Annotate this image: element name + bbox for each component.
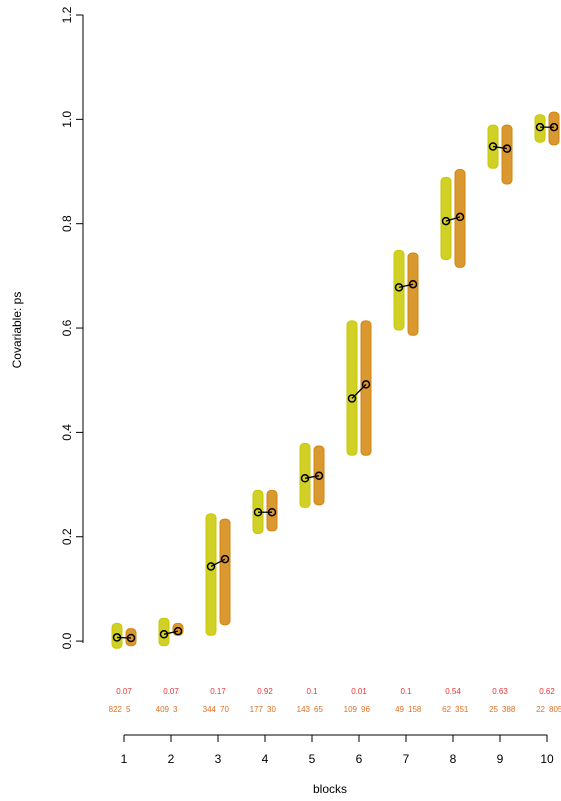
strip-range [440,176,452,261]
count: 351 [455,705,469,714]
count: 805 [549,705,561,714]
mean-connector [398,283,414,288]
count: 177 [250,705,264,714]
x-tick-label: 2 [168,752,175,766]
p-value: 0.92 [257,687,273,696]
mean-point [314,471,324,480]
strip-range [313,445,325,506]
x-tick-label: 10 [540,752,554,766]
count: 388 [502,705,516,714]
x-tick-label: 7 [403,752,410,766]
strip-range [501,124,513,185]
y-tick-label: 0.8 [60,215,74,232]
strip-range [158,617,170,647]
mean-point [220,554,230,564]
count: 109 [344,705,358,714]
p-value: 0.07 [163,687,179,696]
p-value: 0.63 [492,687,508,696]
mean-point [267,507,277,517]
count: 30 [267,705,276,714]
mean-point [441,216,451,226]
p-value: 0.17 [210,687,226,696]
count: 409 [156,705,170,714]
p-value: 0.07 [116,687,132,696]
count: 344 [203,705,217,714]
count: 822 [109,705,123,714]
y-tick-label: 0.2 [60,528,74,545]
mean-connector [163,630,179,635]
count: 5 [126,705,131,714]
count: 49 [395,705,404,714]
p-value: 0.62 [539,687,555,696]
y-tick-label: 1.0 [60,111,74,128]
y-tick-label: 0.0 [60,632,74,649]
y-axis-label: Covariable: ps [10,292,24,369]
mean-connector [445,216,461,222]
strip-range [219,518,231,626]
count: 65 [314,705,323,714]
mean-point [535,122,545,132]
strip-range [346,320,358,456]
count: 158 [408,705,422,714]
x-tick-label: 9 [497,752,504,766]
strip-range [407,252,419,336]
count: 62 [442,705,451,714]
mean-point [300,474,310,483]
y-tick-label: 0.4 [60,424,74,441]
mean-point [159,630,169,639]
mean-point [488,142,498,151]
mean-point [408,279,418,289]
mean-point [361,380,371,389]
count: 3 [173,705,178,714]
mean-point [253,507,263,517]
mean-point [206,562,216,571]
x-tick-label: 6 [356,752,363,766]
mean-point [347,394,357,403]
mean-point [455,212,465,222]
mean-point [549,122,559,132]
count: 96 [361,705,370,714]
strip-range [266,489,278,532]
mean-point [173,626,183,636]
x-axis-label: blocks [313,782,347,796]
p-value: 0.1 [306,687,318,696]
count: 70 [220,705,229,714]
x-tick-label: 4 [262,752,269,766]
count: 25 [489,705,498,714]
count: 143 [297,705,311,714]
mean-connector [492,145,508,150]
mean-point [112,633,122,642]
strip-range [548,111,560,146]
count: 22 [536,705,545,714]
mean-point [502,144,512,153]
strip-range [205,513,217,636]
p-value: 0.54 [445,687,461,696]
x-tick-label: 1 [121,752,128,766]
y-tick-label: 1.2 [60,6,74,23]
mean-connector [116,636,132,639]
p-value: 0.01 [351,687,367,696]
x-tick-label: 8 [450,752,457,766]
mean-connector [210,558,226,568]
mean-point [126,633,136,643]
mean-point [394,283,404,292]
y-tick-label: 0.6 [60,319,74,336]
x-tick-label: 3 [215,752,222,766]
p-value: 0.1 [400,687,412,696]
x-tick-label: 5 [309,752,316,766]
strip-range [111,622,123,649]
strip-range [534,114,546,143]
mean-connector [304,475,320,479]
